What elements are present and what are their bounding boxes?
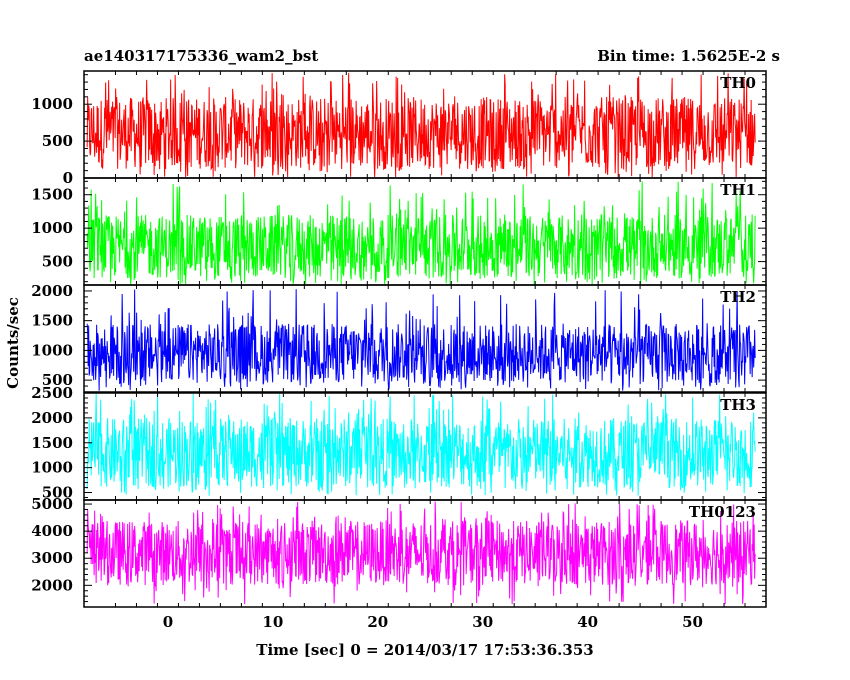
chart-title: ae140317175336_wam2_bst	[84, 47, 318, 65]
y-tick-label: 500	[42, 253, 73, 271]
y-tick-label: 1500	[31, 312, 73, 330]
x-tick-label: 40	[577, 613, 598, 631]
series-label-th0123: TH0123	[689, 503, 756, 521]
y-tick-label: 500	[42, 484, 73, 502]
y-tick-label: 4000	[31, 522, 73, 540]
x-tick-label: 50	[682, 613, 703, 631]
y-tick-label: 5000	[31, 495, 73, 513]
panel-th0: 0 500 1000 TH0	[31, 70, 767, 187]
y-tick-label: 500	[42, 132, 73, 150]
y-tick-label: 3000	[31, 549, 73, 567]
series-th0	[86, 72, 756, 178]
y-tick-label: 1000	[31, 95, 73, 113]
x-tick-label: 20	[367, 613, 388, 631]
series-label-th3: TH3	[720, 396, 756, 414]
y-tick-label: 2000	[31, 409, 73, 427]
panel-th3: 500 1000 1500 2000 2500 TH3	[31, 384, 767, 502]
y-tick-label: 1000	[31, 219, 73, 237]
y-tick-label: 2000	[31, 576, 73, 594]
series-th0123	[86, 501, 756, 605]
series-label-th2: TH2	[720, 288, 756, 306]
panel-th2: 500 1000 1500 2000 TH2	[31, 282, 767, 393]
y-tick-label: 1000	[31, 341, 73, 359]
x-axis-label: Time [sec] 0 = 2014/03/17 17:53:36.353	[256, 641, 593, 659]
y-tick-label: 0	[63, 169, 73, 187]
y-tick-label: 1000	[31, 459, 73, 477]
panel-th0123: 2000 3000 4000 5000 TH0123	[31, 495, 767, 608]
y-tick-label: 1500	[31, 434, 73, 452]
y-tick-label: 2500	[31, 384, 73, 402]
x-tick-label: 30	[472, 613, 493, 631]
x-tick-label: 10	[262, 613, 283, 631]
x-tick-label: 0	[163, 613, 173, 631]
y-tick-label: 1500	[31, 186, 73, 204]
panel-th1: 500 1000 1500 TH1	[31, 177, 767, 286]
series-label-th1: TH1	[720, 181, 756, 199]
series-th1	[86, 181, 756, 285]
y-tick-label: 2000	[31, 282, 73, 300]
y-axis-label: Counts/sec	[4, 297, 22, 389]
series-label-th0: TH0	[720, 74, 756, 92]
series-th2	[86, 289, 756, 391]
y-tick-label: 500	[42, 371, 73, 389]
panel-frame	[83, 499, 767, 608]
series-th3	[86, 393, 756, 496]
bin-time-label: Bin time: 1.5625E-2 s	[597, 47, 780, 65]
